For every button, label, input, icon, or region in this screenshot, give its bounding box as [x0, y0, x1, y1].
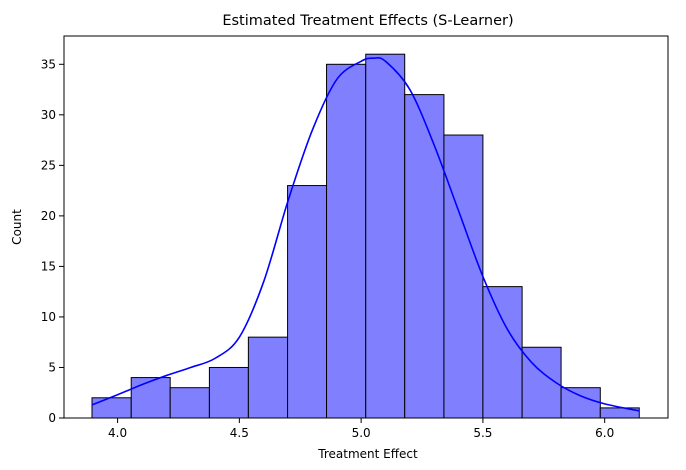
y-tick-label: 15	[41, 259, 56, 273]
histogram-bar	[287, 185, 328, 419]
histogram-bar	[326, 63, 367, 419]
histogram-bar	[91, 397, 132, 419]
y-tick-label: 30	[41, 108, 56, 122]
histogram-bar	[560, 387, 601, 419]
histogram-bar	[247, 336, 289, 419]
histogram-bar	[208, 366, 249, 419]
y-tick-label: 10	[41, 310, 56, 324]
x-tick-label: 6.0	[595, 426, 614, 440]
histogram-bar	[404, 94, 445, 419]
histogram-bar	[443, 134, 484, 419]
y-axis-label: Count	[10, 209, 24, 245]
plot-frame	[63, 35, 669, 419]
x-tick-label: 5.5	[473, 426, 492, 440]
x-tick-label: 5.0	[352, 426, 371, 440]
histogram-bar	[130, 377, 171, 419]
bars-group	[91, 53, 640, 419]
x-axis-ticks: 4.0 4.5 5.0 5.5 6.0	[108, 418, 614, 440]
y-tick-label: 5	[48, 360, 56, 374]
y-tick-label: 0	[48, 411, 56, 425]
x-tick-label: 4.5	[230, 426, 249, 440]
histogram-bar	[482, 286, 523, 419]
y-tick-label: 25	[41, 158, 56, 172]
x-axis-label: Treatment Effect	[317, 447, 418, 461]
y-tick-label: 35	[41, 57, 56, 71]
x-tick-label: 4.0	[108, 426, 127, 440]
histogram-bar	[365, 53, 406, 419]
histogram-bar	[169, 387, 210, 419]
chart-title: Estimated Treatment Effects (S-Learner)	[222, 13, 513, 29]
y-tick-label: 20	[41, 209, 56, 223]
kde-curve	[91, 56, 640, 412]
y-axis-ticks: 0 5 10 15 20 25 30 35	[41, 57, 64, 425]
